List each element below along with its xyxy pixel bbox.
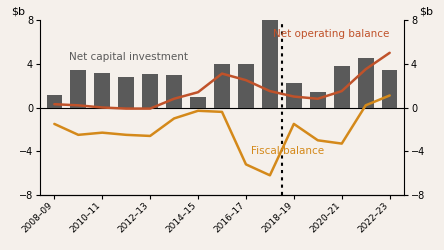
Bar	[95, 72, 110, 108]
Text: Net operating balance: Net operating balance	[273, 29, 389, 39]
Bar	[71, 70, 86, 108]
Text: $b: $b	[11, 6, 25, 16]
Bar	[310, 92, 325, 108]
Bar	[262, 20, 278, 108]
Bar	[238, 64, 254, 108]
Bar	[166, 75, 182, 108]
Text: $b: $b	[419, 6, 433, 16]
Bar	[119, 77, 134, 108]
Bar	[47, 96, 62, 108]
Bar	[190, 96, 206, 108]
Bar	[143, 74, 158, 108]
Bar	[286, 84, 301, 108]
Bar	[334, 66, 349, 108]
Text: Net capital investment: Net capital investment	[69, 52, 188, 62]
Text: Fiscal balance: Fiscal balance	[251, 146, 324, 156]
Bar	[214, 64, 230, 108]
Bar	[382, 70, 397, 108]
Bar	[358, 58, 373, 108]
